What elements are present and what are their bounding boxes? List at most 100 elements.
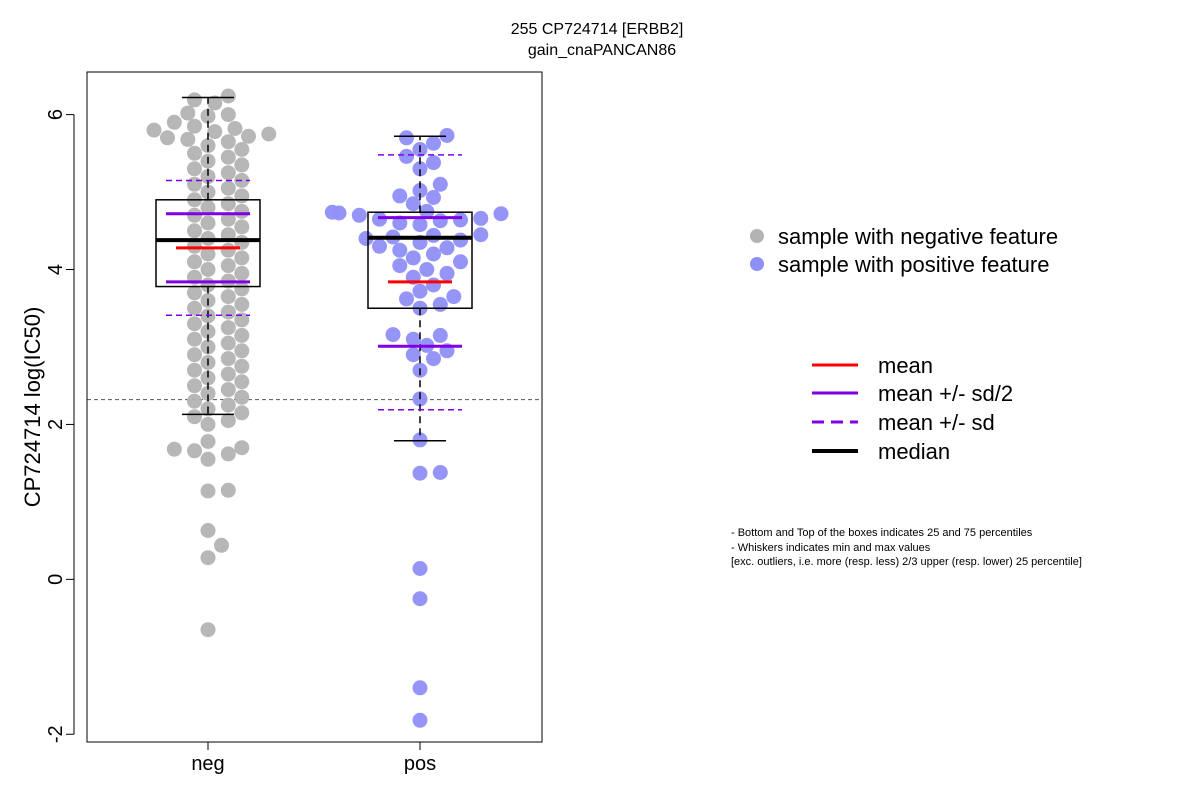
pos-point bbox=[399, 130, 414, 146]
neg-point bbox=[187, 145, 202, 161]
pos-point bbox=[432, 176, 448, 192]
neg-point bbox=[187, 285, 202, 301]
neg-point bbox=[220, 320, 236, 336]
y-tick-label: 0 bbox=[45, 574, 67, 585]
neg-point bbox=[187, 176, 202, 192]
note-line-2: - Whiskers indicates min and max values bbox=[731, 542, 931, 554]
pos-point bbox=[412, 680, 428, 696]
neg-point bbox=[220, 258, 236, 274]
pos-point bbox=[426, 190, 441, 205]
legend-neg-label: sample with negative feature bbox=[778, 224, 1058, 249]
neg-point bbox=[200, 385, 216, 401]
neg-point bbox=[234, 142, 250, 157]
legend-half-sd-label: mean +/- sd/2 bbox=[878, 381, 1013, 406]
neg-point bbox=[200, 324, 216, 339]
pos-box bbox=[367, 211, 473, 309]
legend-median-label: median bbox=[878, 439, 950, 464]
neg-point bbox=[200, 200, 216, 215]
neg-point bbox=[200, 416, 216, 432]
neg-point bbox=[200, 434, 216, 449]
pos-point bbox=[405, 347, 421, 363]
neg-point bbox=[166, 114, 182, 130]
pos-point bbox=[432, 213, 448, 229]
neg-point bbox=[187, 254, 202, 270]
neg-point bbox=[200, 550, 216, 566]
pos-point bbox=[446, 289, 462, 305]
neg-point bbox=[220, 413, 236, 429]
pos-point bbox=[324, 204, 340, 220]
neg-point bbox=[166, 441, 182, 457]
pos-point bbox=[412, 161, 428, 177]
neg-point bbox=[187, 161, 202, 177]
neg-point bbox=[187, 409, 202, 425]
neg-point bbox=[160, 130, 175, 146]
pos-point bbox=[385, 327, 401, 343]
pos-point bbox=[358, 231, 374, 246]
pos-point bbox=[426, 277, 441, 293]
neg-point bbox=[187, 238, 202, 254]
neg-point bbox=[200, 184, 216, 200]
neg-point bbox=[234, 440, 250, 456]
neg-point bbox=[180, 131, 196, 147]
neg-point bbox=[234, 405, 250, 421]
neg-point bbox=[187, 331, 202, 347]
neg-point bbox=[234, 219, 250, 235]
x-tick-label-pos: pos bbox=[404, 753, 436, 775]
neg-point bbox=[220, 382, 236, 398]
neg-point bbox=[200, 246, 216, 262]
pos-point bbox=[412, 712, 428, 728]
pos-point bbox=[412, 591, 428, 607]
neg-point bbox=[220, 180, 236, 196]
neg-point bbox=[207, 95, 223, 111]
neg-point bbox=[187, 92, 202, 108]
pos-point bbox=[412, 465, 428, 481]
pos-point bbox=[453, 254, 468, 270]
pos-point bbox=[432, 296, 448, 312]
pos-point bbox=[426, 227, 441, 243]
neg-point bbox=[187, 223, 202, 239]
neg-point bbox=[187, 300, 202, 316]
neg-point bbox=[220, 165, 236, 181]
pos-point bbox=[405, 196, 421, 212]
y-tick-label: 6 bbox=[45, 109, 67, 120]
y-tick-label: 2 bbox=[45, 419, 67, 430]
neg-point bbox=[234, 327, 250, 343]
neg-point bbox=[220, 107, 236, 123]
y-tick-label: -2 bbox=[45, 725, 67, 743]
pos-point bbox=[473, 227, 489, 243]
neg-point bbox=[241, 128, 256, 144]
pos-point bbox=[419, 262, 435, 277]
sample-legend: sample with negative feature sample with… bbox=[750, 224, 1058, 277]
pos-point bbox=[392, 258, 408, 274]
points-layer bbox=[87, 88, 542, 728]
note-line-3: [exc. outliers, i.e. more (resp. less) 2… bbox=[731, 556, 1082, 568]
neg-point bbox=[227, 121, 243, 136]
neg-point bbox=[146, 122, 162, 138]
neg-point bbox=[261, 126, 277, 142]
note-line-1: - Bottom and Top of the boxes indicates … bbox=[731, 527, 1033, 539]
neg-point bbox=[200, 108, 216, 124]
chart-title: 255 CP724714 [ERBB2] bbox=[511, 21, 684, 38]
pos-point bbox=[412, 183, 428, 198]
pos-point bbox=[439, 240, 455, 256]
neg-point bbox=[220, 351, 236, 367]
neg-point bbox=[200, 483, 216, 499]
neg-point bbox=[220, 335, 236, 351]
x-tick-label-neg: neg bbox=[191, 753, 224, 775]
pos-point bbox=[453, 232, 468, 248]
pos-point bbox=[426, 351, 441, 367]
legend-pos-label: sample with positive feature bbox=[778, 252, 1049, 277]
neg-point bbox=[187, 378, 202, 394]
pos-point bbox=[493, 206, 509, 222]
y-tick-label: 4 bbox=[45, 264, 67, 275]
neg-point bbox=[234, 188, 250, 204]
neg-point bbox=[220, 211, 236, 227]
pos-point bbox=[439, 128, 455, 143]
pos-point bbox=[405, 250, 421, 266]
neg-point bbox=[200, 451, 216, 467]
plot-frame bbox=[86, 71, 543, 743]
pos-point bbox=[432, 327, 448, 343]
neg-point bbox=[234, 203, 250, 219]
neg-point bbox=[187, 393, 202, 409]
neg-point bbox=[234, 296, 250, 312]
